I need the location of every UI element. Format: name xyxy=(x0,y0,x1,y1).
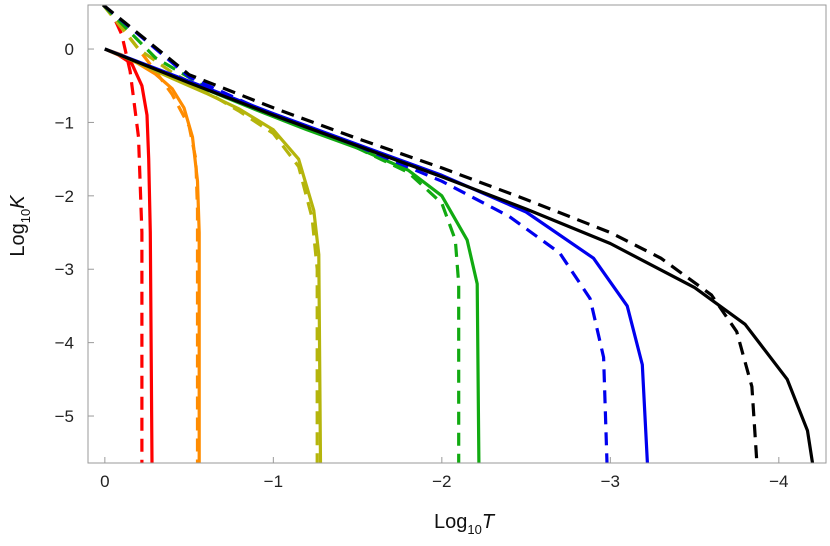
y-tick-label: 0 xyxy=(65,40,74,59)
series-line-11 xyxy=(102,5,759,463)
series-line-12 xyxy=(104,47,815,463)
series-layer xyxy=(101,5,815,463)
y-tick-label: −4 xyxy=(55,334,74,353)
x-axis-title-var: T xyxy=(482,511,496,533)
series-line-2 xyxy=(104,47,154,463)
x-axis-title-sub: 10 xyxy=(467,522,481,537)
series-line-8 xyxy=(104,47,481,463)
y-axis-title-sub: 10 xyxy=(18,209,33,223)
series-line-6 xyxy=(104,47,323,463)
y-tick-label: −5 xyxy=(55,407,74,426)
y-axis-title-var: K xyxy=(7,194,29,209)
x-tick-label: −1 xyxy=(264,472,283,491)
x-axis-title: Log10T xyxy=(434,511,496,537)
x-tick-label: −4 xyxy=(769,472,788,491)
x-tick-label: −2 xyxy=(432,472,451,491)
y-axis-ticks: 0 −1 −2 −3 −4 −5 xyxy=(55,40,94,426)
y-tick-label: −1 xyxy=(55,113,74,132)
y-axis-title-main: Log xyxy=(7,223,29,256)
y-tick-label: −2 xyxy=(55,187,74,206)
plot-frame xyxy=(87,4,827,464)
y-tick-label: −3 xyxy=(55,260,74,279)
series-line-1 xyxy=(102,5,144,463)
series-line-9 xyxy=(102,5,609,463)
x-axis-ticks: 0 −1 −2 −3 −4 xyxy=(100,457,789,491)
series-line-5 xyxy=(101,5,319,463)
y-axis-title: Log10K xyxy=(7,194,33,257)
x-axis-title-main: Log xyxy=(434,511,467,533)
x-tick-label: −3 xyxy=(601,472,620,491)
x-tick-label: 0 xyxy=(100,472,109,491)
